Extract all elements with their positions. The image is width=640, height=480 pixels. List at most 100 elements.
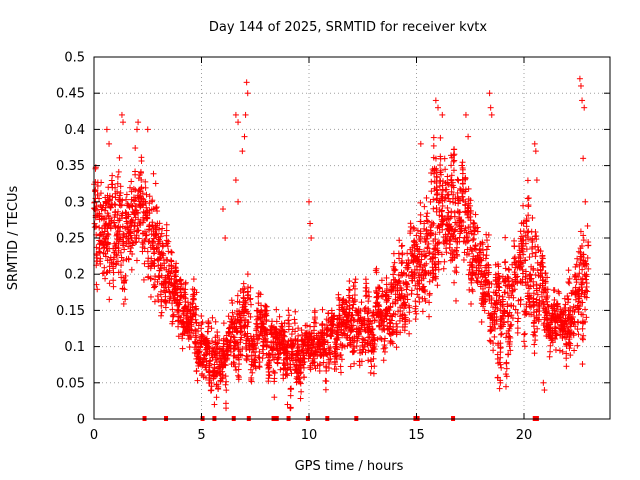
data-point — [582, 276, 589, 283]
data-point — [288, 331, 295, 338]
data-point — [97, 240, 104, 247]
data-point — [496, 385, 503, 392]
data-point — [147, 293, 154, 300]
data-point — [565, 296, 572, 303]
data-point — [133, 238, 140, 245]
data-point — [158, 309, 165, 316]
data-point — [168, 258, 175, 265]
data-point — [94, 191, 101, 198]
data-point — [122, 209, 129, 216]
data-point — [540, 379, 547, 386]
data-point — [391, 259, 398, 266]
data-point — [396, 237, 403, 244]
data-point — [117, 183, 124, 190]
data-point — [173, 260, 180, 267]
data-point — [116, 228, 123, 235]
data-point — [143, 204, 150, 211]
data-point — [248, 301, 255, 308]
data-point — [110, 283, 117, 290]
data-point — [208, 325, 215, 332]
data-point — [122, 296, 129, 303]
data-point — [432, 97, 439, 104]
data-point — [497, 331, 504, 338]
data-point — [159, 243, 166, 250]
data-point — [140, 241, 147, 248]
data-point — [393, 320, 400, 327]
data-point — [521, 330, 528, 337]
data-point — [291, 316, 298, 323]
data-point — [434, 282, 441, 289]
data-point — [125, 256, 132, 263]
data-point — [419, 308, 426, 315]
data-point — [152, 283, 159, 290]
data-point — [585, 242, 592, 249]
data-point — [286, 312, 293, 319]
data-point — [109, 181, 116, 188]
data-point — [515, 315, 522, 322]
data-point — [172, 269, 179, 276]
data-point — [399, 242, 406, 249]
data-point — [232, 111, 239, 118]
data-point — [469, 286, 476, 293]
data-point — [350, 348, 357, 355]
data-point — [172, 289, 179, 296]
data-point — [138, 184, 145, 191]
data-point — [213, 394, 220, 401]
data-point — [244, 271, 251, 278]
data-point — [163, 227, 170, 234]
data-point — [580, 155, 587, 162]
data-point — [426, 292, 433, 299]
data-point — [297, 395, 304, 402]
data-point — [408, 287, 415, 294]
data-point — [582, 198, 589, 205]
data-point — [148, 198, 155, 205]
data-point — [444, 173, 451, 180]
data-point — [523, 246, 530, 253]
data-point — [579, 299, 586, 306]
data-point — [121, 280, 128, 287]
data-point — [103, 269, 110, 276]
data-point — [188, 334, 195, 341]
data-point — [196, 349, 203, 356]
data-point — [101, 264, 108, 271]
data-point — [142, 184, 149, 191]
data-point — [157, 288, 164, 295]
data-point — [468, 300, 475, 307]
data-point — [117, 269, 124, 276]
data-point — [206, 340, 213, 347]
data-point — [232, 177, 239, 184]
data-point — [151, 284, 158, 291]
data-point — [430, 134, 437, 141]
data-point — [501, 259, 508, 266]
data-point — [133, 232, 140, 239]
data-point — [287, 386, 294, 393]
data-point — [506, 333, 513, 340]
data-point — [97, 190, 104, 197]
data-point — [128, 178, 135, 185]
data-point — [503, 383, 510, 390]
data-point — [476, 245, 483, 252]
data-point — [426, 313, 433, 320]
data-point — [507, 322, 514, 329]
data-point — [115, 245, 122, 252]
data-point — [306, 198, 312, 205]
data-point — [177, 314, 184, 321]
data-point — [319, 306, 326, 313]
data-point — [113, 232, 120, 239]
data-point — [220, 320, 227, 327]
data-point — [139, 202, 146, 209]
data-point — [114, 173, 121, 180]
data-point — [204, 339, 211, 346]
data-point — [106, 267, 113, 274]
data-point — [132, 239, 139, 246]
data-point — [114, 180, 121, 187]
data-point — [103, 126, 110, 133]
data-point — [128, 266, 135, 273]
data-point — [426, 278, 433, 285]
data-point — [426, 299, 433, 306]
data-point — [117, 202, 124, 209]
data-point — [135, 210, 142, 217]
y-tick-label: 0.15 — [56, 304, 85, 319]
data-point — [112, 184, 119, 191]
data-point — [465, 185, 472, 192]
